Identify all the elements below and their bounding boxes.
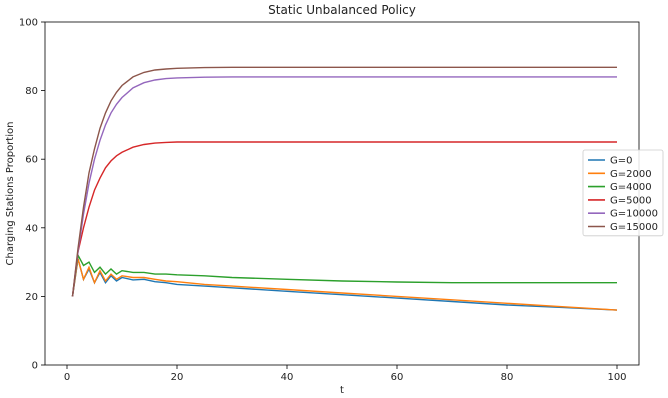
series-layer <box>71 66 618 311</box>
series-line-1 <box>71 258 618 311</box>
x-tick-label: 0 <box>64 372 70 383</box>
y-tick-label: 0 <box>32 361 38 372</box>
legend-label: G=15000 <box>610 222 658 233</box>
x-tick-label: 40 <box>281 372 294 383</box>
x-tick-label: 60 <box>391 372 404 383</box>
x-tick-label: 100 <box>607 372 626 383</box>
legend: G=0 G=2000 G=4000 G=5000 G=10000 G=15000 <box>582 149 664 237</box>
y-tick-label: 100 <box>19 18 38 29</box>
legend-label: G=4000 <box>610 182 652 193</box>
x-tick-label: 20 <box>171 372 184 383</box>
chart-title: Static Unbalanced Policy <box>268 3 416 17</box>
legend-label: G=5000 <box>610 195 652 206</box>
legend-label: G=10000 <box>610 209 658 220</box>
series-line-5 <box>71 66 617 297</box>
series-line-3 <box>71 141 617 297</box>
x-axis-label: t <box>340 385 344 396</box>
legend-label: G=2000 <box>610 169 652 180</box>
y-tick-label: 60 <box>25 155 38 166</box>
legend-label: G=0 <box>610 156 633 167</box>
y-tick-label: 80 <box>25 86 38 97</box>
series-line-4 <box>71 76 617 297</box>
series-line-2 <box>71 252 617 297</box>
legend-box <box>582 149 664 237</box>
x-tick-label: 80 <box>501 372 514 383</box>
y-tick-label: 40 <box>25 223 38 234</box>
axis-ticks: 0 20 40 60 80 100 0 20 40 60 80 100 <box>19 18 627 384</box>
y-axis-label: Charging Stations Proportion <box>5 122 16 266</box>
y-tick-label: 20 <box>25 292 38 303</box>
